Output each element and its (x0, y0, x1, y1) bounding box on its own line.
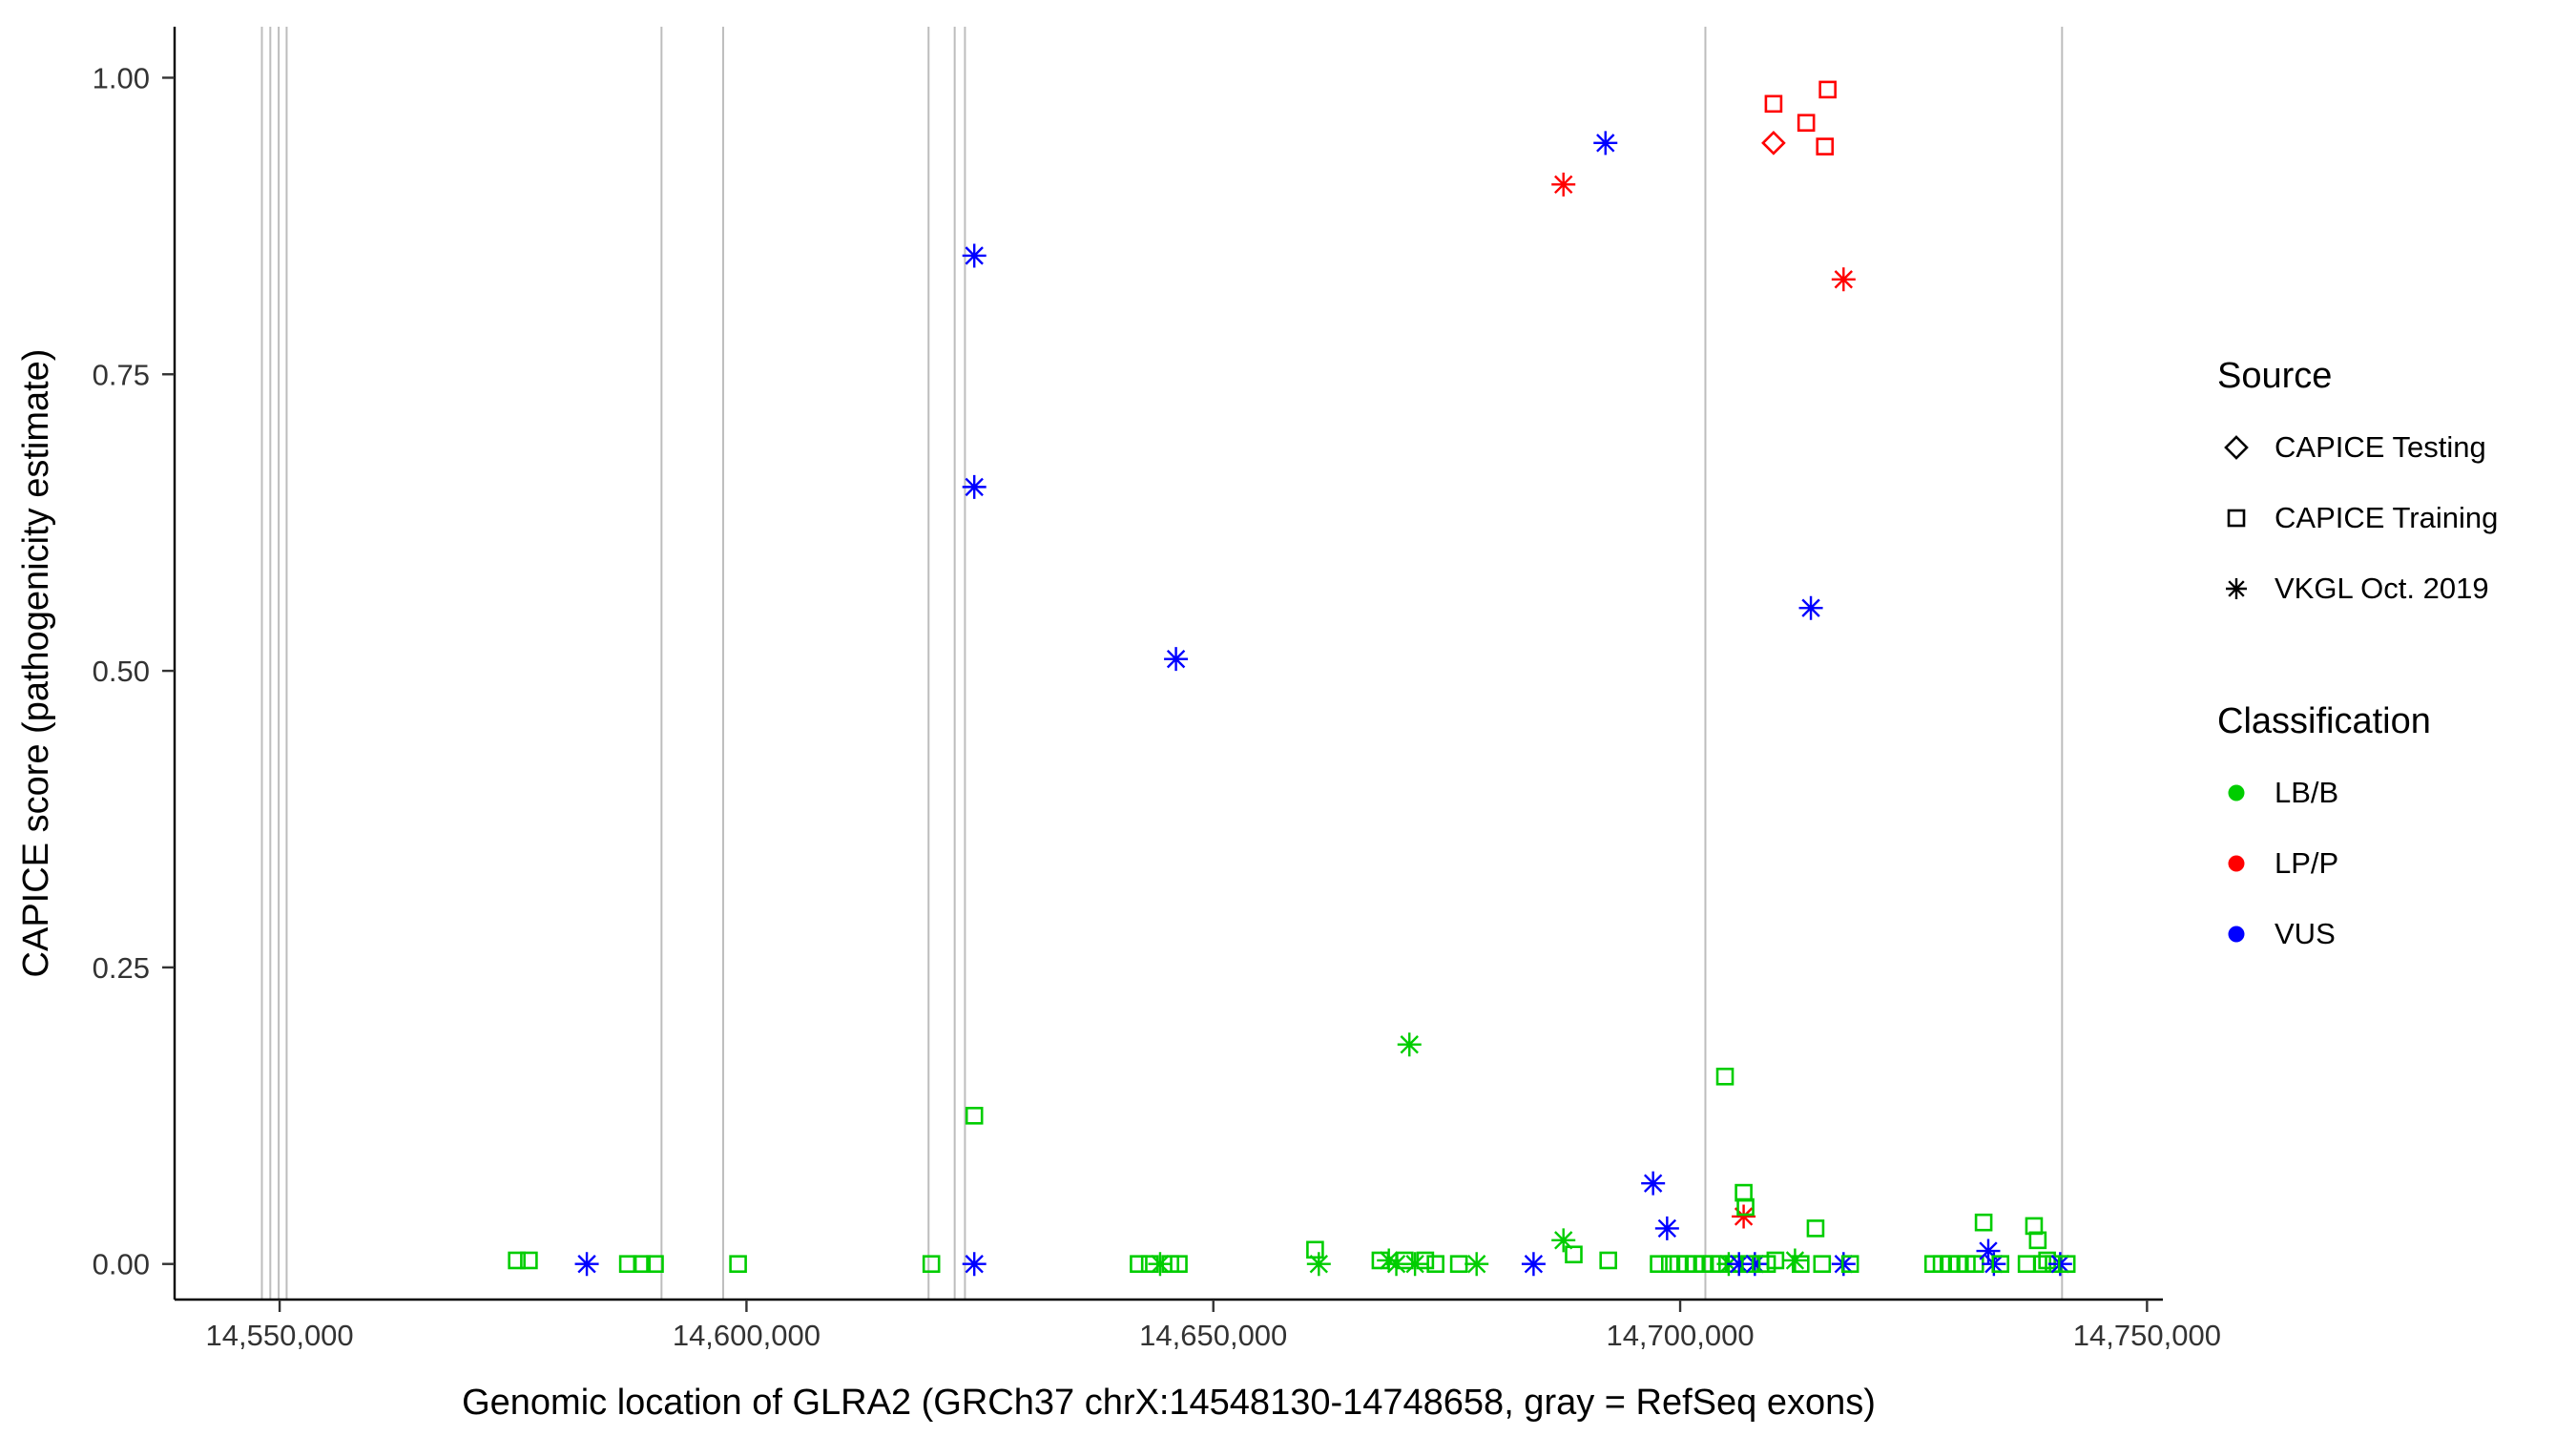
data-point-asterisk (1641, 1171, 1666, 1196)
square-icon (2217, 499, 2255, 537)
data-point-asterisk (1593, 131, 1618, 156)
data-point-square (646, 1255, 664, 1274)
data-point-asterisk (1798, 595, 1823, 620)
data-point-square (2033, 1255, 2052, 1274)
data-point-square (2025, 1217, 2044, 1236)
legend-item-vkgl: VKGL Oct. 2019 (2217, 553, 2498, 624)
data-point-square (1715, 1067, 1735, 1086)
data-point-square (1791, 1255, 1810, 1274)
data-point-square (1650, 1255, 1668, 1274)
data-point-square (1818, 80, 1837, 99)
data-point-asterisk (1742, 1252, 1767, 1277)
x-tick-label: 14,750,000 (2073, 1319, 2221, 1352)
data-point-asterisk (1727, 1252, 1752, 1277)
data-point-asterisk (1465, 1252, 1489, 1277)
data-point-asterisk (1831, 267, 1856, 292)
data-point-asterisk (1402, 1252, 1427, 1277)
legend-classification-title: Classification (2217, 701, 2431, 741)
data-point-asterisk (1782, 1248, 1807, 1273)
data-point-asterisk (962, 243, 987, 268)
data-point-square (1974, 1213, 1993, 1232)
data-point-asterisk (1377, 1248, 1402, 1273)
data-point-square (965, 1106, 984, 1125)
data-point-asterisk (574, 1252, 599, 1277)
data-point-asterisk (1976, 1238, 2001, 1263)
data-point-square (922, 1255, 941, 1274)
legend-item-vus: VUS (2217, 899, 2498, 969)
legend-item-label: LP/P (2275, 846, 2339, 880)
data-point-square (1306, 1240, 1324, 1259)
data-point-square (1449, 1255, 1468, 1274)
data-point-square (1736, 1197, 1755, 1217)
data-point-asterisk (1732, 1204, 1756, 1229)
y-axis-title: CAPICE score (pathogenicity estimate) (16, 349, 56, 978)
blue-dot-icon (2217, 915, 2255, 953)
legend-item-label: LB/B (2275, 776, 2339, 809)
data-point-asterisk (1521, 1252, 1546, 1277)
data-point-square (1416, 1251, 1435, 1270)
legend: Source CAPICE Testing CAPICE Training VK… (2217, 355, 2498, 969)
data-point-square (729, 1255, 747, 1274)
y-tick-label: 0.00 (93, 1248, 150, 1281)
green-dot-icon (2217, 774, 2255, 812)
data-point-square (1806, 1219, 1825, 1238)
data-point-asterisk (962, 1252, 987, 1277)
data-point-asterisk (1551, 172, 1576, 197)
diamond-icon (2217, 428, 2255, 467)
y-tick-label: 0.25 (93, 951, 150, 985)
x-tick-label: 14,700,000 (1606, 1319, 1754, 1352)
legend-item-capice-training: CAPICE Training (2217, 483, 2498, 553)
data-point-square (2017, 1255, 2036, 1274)
y-tick-label: 0.75 (93, 358, 150, 391)
data-point-square (508, 1251, 526, 1270)
legend-source-title: Source (2217, 356, 2333, 396)
data-point-square (2057, 1255, 2076, 1274)
legend-item-label: CAPICE Testing (2275, 430, 2486, 464)
data-point-asterisk (1164, 647, 1189, 672)
x-axis-title: Genomic location of GLRA2 (GRCh37 chrX:1… (462, 1383, 1876, 1423)
data-point-square (1813, 1255, 1832, 1274)
asterisk-icon (2217, 570, 2255, 608)
data-point-square (1840, 1255, 1859, 1274)
data-point-square (2028, 1231, 2047, 1250)
data-point-square (1130, 1255, 1148, 1274)
data-point-square (1599, 1251, 1617, 1270)
data-point-asterisk (1306, 1252, 1331, 1277)
data-point-square (1991, 1255, 2010, 1274)
data-point-asterisk (962, 474, 987, 499)
data-point-square (618, 1255, 637, 1274)
x-tick-label: 14,550,000 (206, 1319, 354, 1352)
data-point-asterisk (1148, 1252, 1173, 1277)
data-point-square (1735, 1183, 1753, 1202)
data-point-square (633, 1255, 652, 1274)
data-point-asterisk (1397, 1032, 1422, 1057)
data-point-square (1426, 1255, 1444, 1274)
legend-group-classification: Classification LB/B LP/P VUS (2217, 700, 2498, 969)
legend-item-label: VKGL Oct. 2019 (2275, 572, 2489, 605)
data-point-square (1565, 1245, 1583, 1264)
x-tick-label: 14,650,000 (1139, 1319, 1287, 1352)
legend-item-label: CAPICE Training (2275, 501, 2499, 534)
legend-item-lpp: LP/P (2217, 828, 2498, 899)
y-tick-label: 0.50 (93, 655, 150, 688)
legend-item-label: VUS (2275, 917, 2336, 950)
legend-item-lbb: LB/B (2217, 758, 2498, 828)
data-point-square (1764, 94, 1783, 114)
legend-item-capice-testing: CAPICE Testing (2217, 412, 2498, 483)
data-point-square (1766, 1251, 1785, 1270)
data-point-diamond (1761, 130, 1786, 156)
red-dot-icon (2217, 844, 2255, 883)
data-point-asterisk (1551, 1228, 1576, 1253)
y-tick-label: 1.00 (93, 61, 150, 94)
data-point-square (520, 1251, 538, 1270)
data-point-square (1170, 1255, 1188, 1274)
data-point-asterisk (1654, 1216, 1679, 1240)
x-tick-label: 14,600,000 (673, 1319, 821, 1352)
data-point-square (1797, 114, 1816, 133)
legend-group-source: Source CAPICE Testing CAPICE Training VK… (2217, 355, 2498, 624)
data-point-square (1816, 137, 1835, 156)
